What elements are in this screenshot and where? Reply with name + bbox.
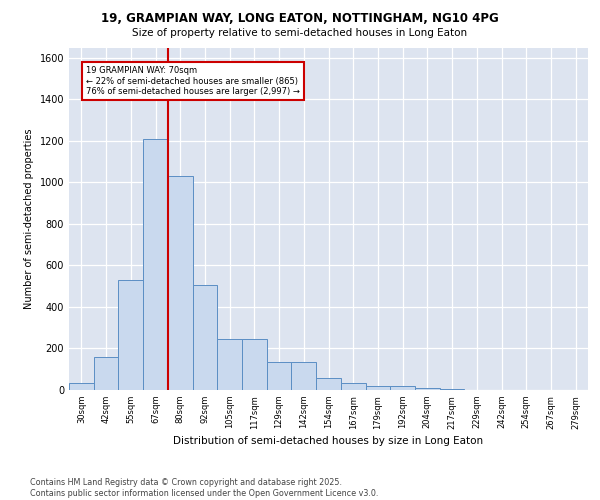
- Bar: [118, 280, 143, 390]
- Text: Contains HM Land Registry data © Crown copyright and database right 2025.
Contai: Contains HM Land Registry data © Crown c…: [30, 478, 379, 498]
- Bar: [143, 139, 168, 390]
- Bar: [193, 285, 217, 390]
- Bar: [217, 339, 242, 390]
- Bar: [415, 388, 440, 390]
- Text: Size of property relative to semi-detached houses in Long Eaton: Size of property relative to semi-detach…: [133, 28, 467, 38]
- Bar: [316, 378, 341, 390]
- Bar: [341, 382, 365, 390]
- Bar: [440, 389, 464, 390]
- Bar: [390, 386, 415, 390]
- Bar: [242, 339, 267, 390]
- Bar: [69, 382, 94, 390]
- X-axis label: Distribution of semi-detached houses by size in Long Eaton: Distribution of semi-detached houses by …: [173, 436, 484, 446]
- Bar: [94, 357, 118, 390]
- Bar: [365, 386, 390, 390]
- Bar: [168, 176, 193, 390]
- Text: 19, GRAMPIAN WAY, LONG EATON, NOTTINGHAM, NG10 4PG: 19, GRAMPIAN WAY, LONG EATON, NOTTINGHAM…: [101, 12, 499, 26]
- Bar: [267, 362, 292, 390]
- Y-axis label: Number of semi-detached properties: Number of semi-detached properties: [24, 128, 34, 309]
- Bar: [292, 362, 316, 390]
- Text: 19 GRAMPIAN WAY: 70sqm
← 22% of semi-detached houses are smaller (865)
76% of se: 19 GRAMPIAN WAY: 70sqm ← 22% of semi-det…: [86, 66, 300, 96]
